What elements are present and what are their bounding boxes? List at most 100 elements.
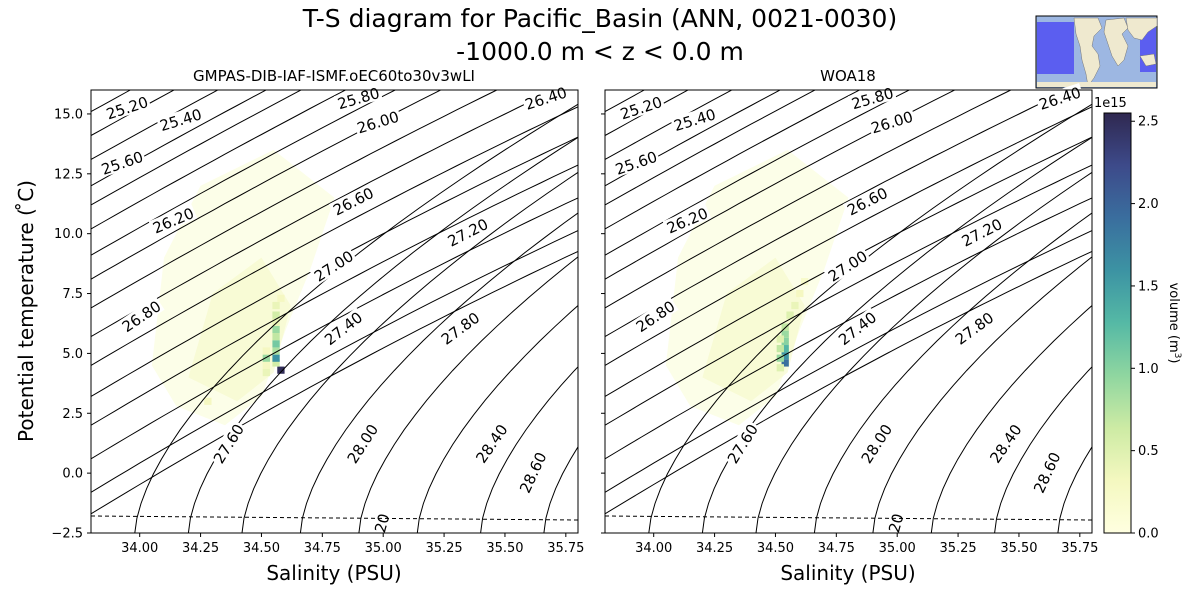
contour-label-bg [148,203,198,237]
figure-title-line2: -1000.0 m < z < 0.0 m [456,37,744,66]
contour-label-text: 25.60 [99,148,145,179]
volume-cell [781,337,789,346]
isopycnal-line [1057,445,1092,533]
isopycnal-line [91,230,578,493]
volume-cell [272,333,280,341]
isopycnal-line [91,90,498,309]
volume-cell [272,347,280,355]
contour-label-text: 27.60 [210,421,248,467]
volume-cell [791,301,799,310]
isopycnal-line [91,90,397,256]
y-tick-label: 5.0 [62,347,83,362]
contour-label-bg [957,214,1006,250]
contour-label-bg [367,498,395,548]
isopycnal-line [605,197,1092,460]
contour-label: 27.40 [319,307,366,349]
contour-label-text: 26.00 [869,108,915,138]
contour-label: 27.20 [443,214,492,251]
y-tick-label: 7.5 [62,287,83,302]
map-land-antarctica [1037,82,1156,87]
contour-label-text: 25.40 [672,105,718,135]
volume-cell [262,368,270,377]
x-axis-ticks: 34.00 34.25 34.50 34.75 35.00 35.25 35.50 35.75 [121,533,584,556]
isopycnal-line [813,212,1092,533]
volume-cell [272,325,280,334]
x-tick-label: 34.00 [635,541,672,556]
contour-label: 28.60 [1029,448,1064,497]
contour-label-bg [670,104,719,134]
contour-label-bg [985,419,1025,467]
contour-label: 27.60 [209,419,248,468]
colorbar-label-sup: 3 [1172,353,1182,359]
colorbar-tick-label: 0.5 [1138,444,1159,459]
contour-label-bg [611,147,661,178]
isopycnal-line [91,90,303,206]
contour-label-text: 25.40 [158,105,204,135]
isopycnal-line [994,366,1092,533]
y-axis-ticks [601,113,605,534]
contour-label: 27.00 [823,246,872,286]
contour-label-text: 27.80 [952,309,997,349]
contour-label: 28.00 [856,419,896,467]
contour-label-bg [97,147,147,178]
contour-label-text: 27.40 [835,308,880,349]
contour-label-bg [823,246,872,285]
volume-cell [781,352,789,360]
isopycnal-line [605,90,911,256]
colorbar-label: volume (m3) [1166,283,1182,364]
contour-label: 26.00 [867,107,917,138]
colorbar-offset: 1e15 [1094,96,1127,111]
volume-cell [781,359,789,367]
x-tick-label: 34.50 [243,541,280,556]
x-tick-label: 34.50 [757,541,794,556]
contour-label: 28.60 [515,448,550,497]
colorbar-tick-label: 1.0 [1138,362,1159,377]
contour-label-bg [867,107,917,136]
contour-label-bg [209,419,248,468]
volume-cell [272,354,280,362]
density-contour-labels: 25.20 25.4025.6025.8026.0026.2026.4026.60… [97,82,571,548]
colorbar-label-main: volume (m [1166,283,1181,353]
contour-label-text: 25.20 [104,93,150,123]
isopycnal-line [91,106,578,366]
isopycnal-line [605,90,956,280]
x-tick-label: 35.00 [879,541,916,556]
x-tick-label: 35.50 [1000,541,1037,556]
x-tick-label: 35.25 [425,541,462,556]
contour-label-bg [333,83,383,112]
x-tick-label: 34.75 [818,541,855,556]
contour-label: 26.00 [353,107,403,137]
colorbar-tick-label: 1.5 [1138,279,1159,294]
volume-cell [801,277,809,286]
y-tick-label: 2.5 [62,407,83,422]
isopycnal-line [605,90,782,187]
isopycnal-line [543,445,578,533]
contour-label-bg [309,246,358,285]
x-tick-label: 35.75 [547,541,584,556]
isopycnal-line [91,250,578,515]
colorbar-gradient [1103,112,1132,534]
isopycnal-line [605,90,1012,309]
faint-volume-cloud [151,149,335,426]
isopycnal-line [605,106,1092,366]
contour-label-bg [842,183,892,219]
contour-label-text: 28.00 [858,421,896,467]
isopycnal-line [416,304,578,533]
volume-cell [272,318,280,326]
volume-cell [776,354,784,362]
contour-label-text: 26.40 [523,83,569,113]
figure-title-line1: T-S diagram for Pacific_Basin (ANN, 0021… [302,4,897,33]
colorbar-ticks: 0.0 0.5 1.0 1.5 2.0 2.5 [1131,115,1159,542]
contour-label-text: 26.60 [330,184,376,220]
contour-label-bg [342,419,382,467]
y-tick-label: 15.0 [54,107,83,122]
volume-cell [262,354,270,362]
isopycnal-line [91,197,578,460]
isopycnal-line [91,90,556,338]
volume-cell [786,311,794,319]
contour-label-bg [833,307,881,349]
volume-cell [272,311,280,319]
volume-cell [262,347,270,355]
contour-label-text: 27.40 [321,308,366,349]
